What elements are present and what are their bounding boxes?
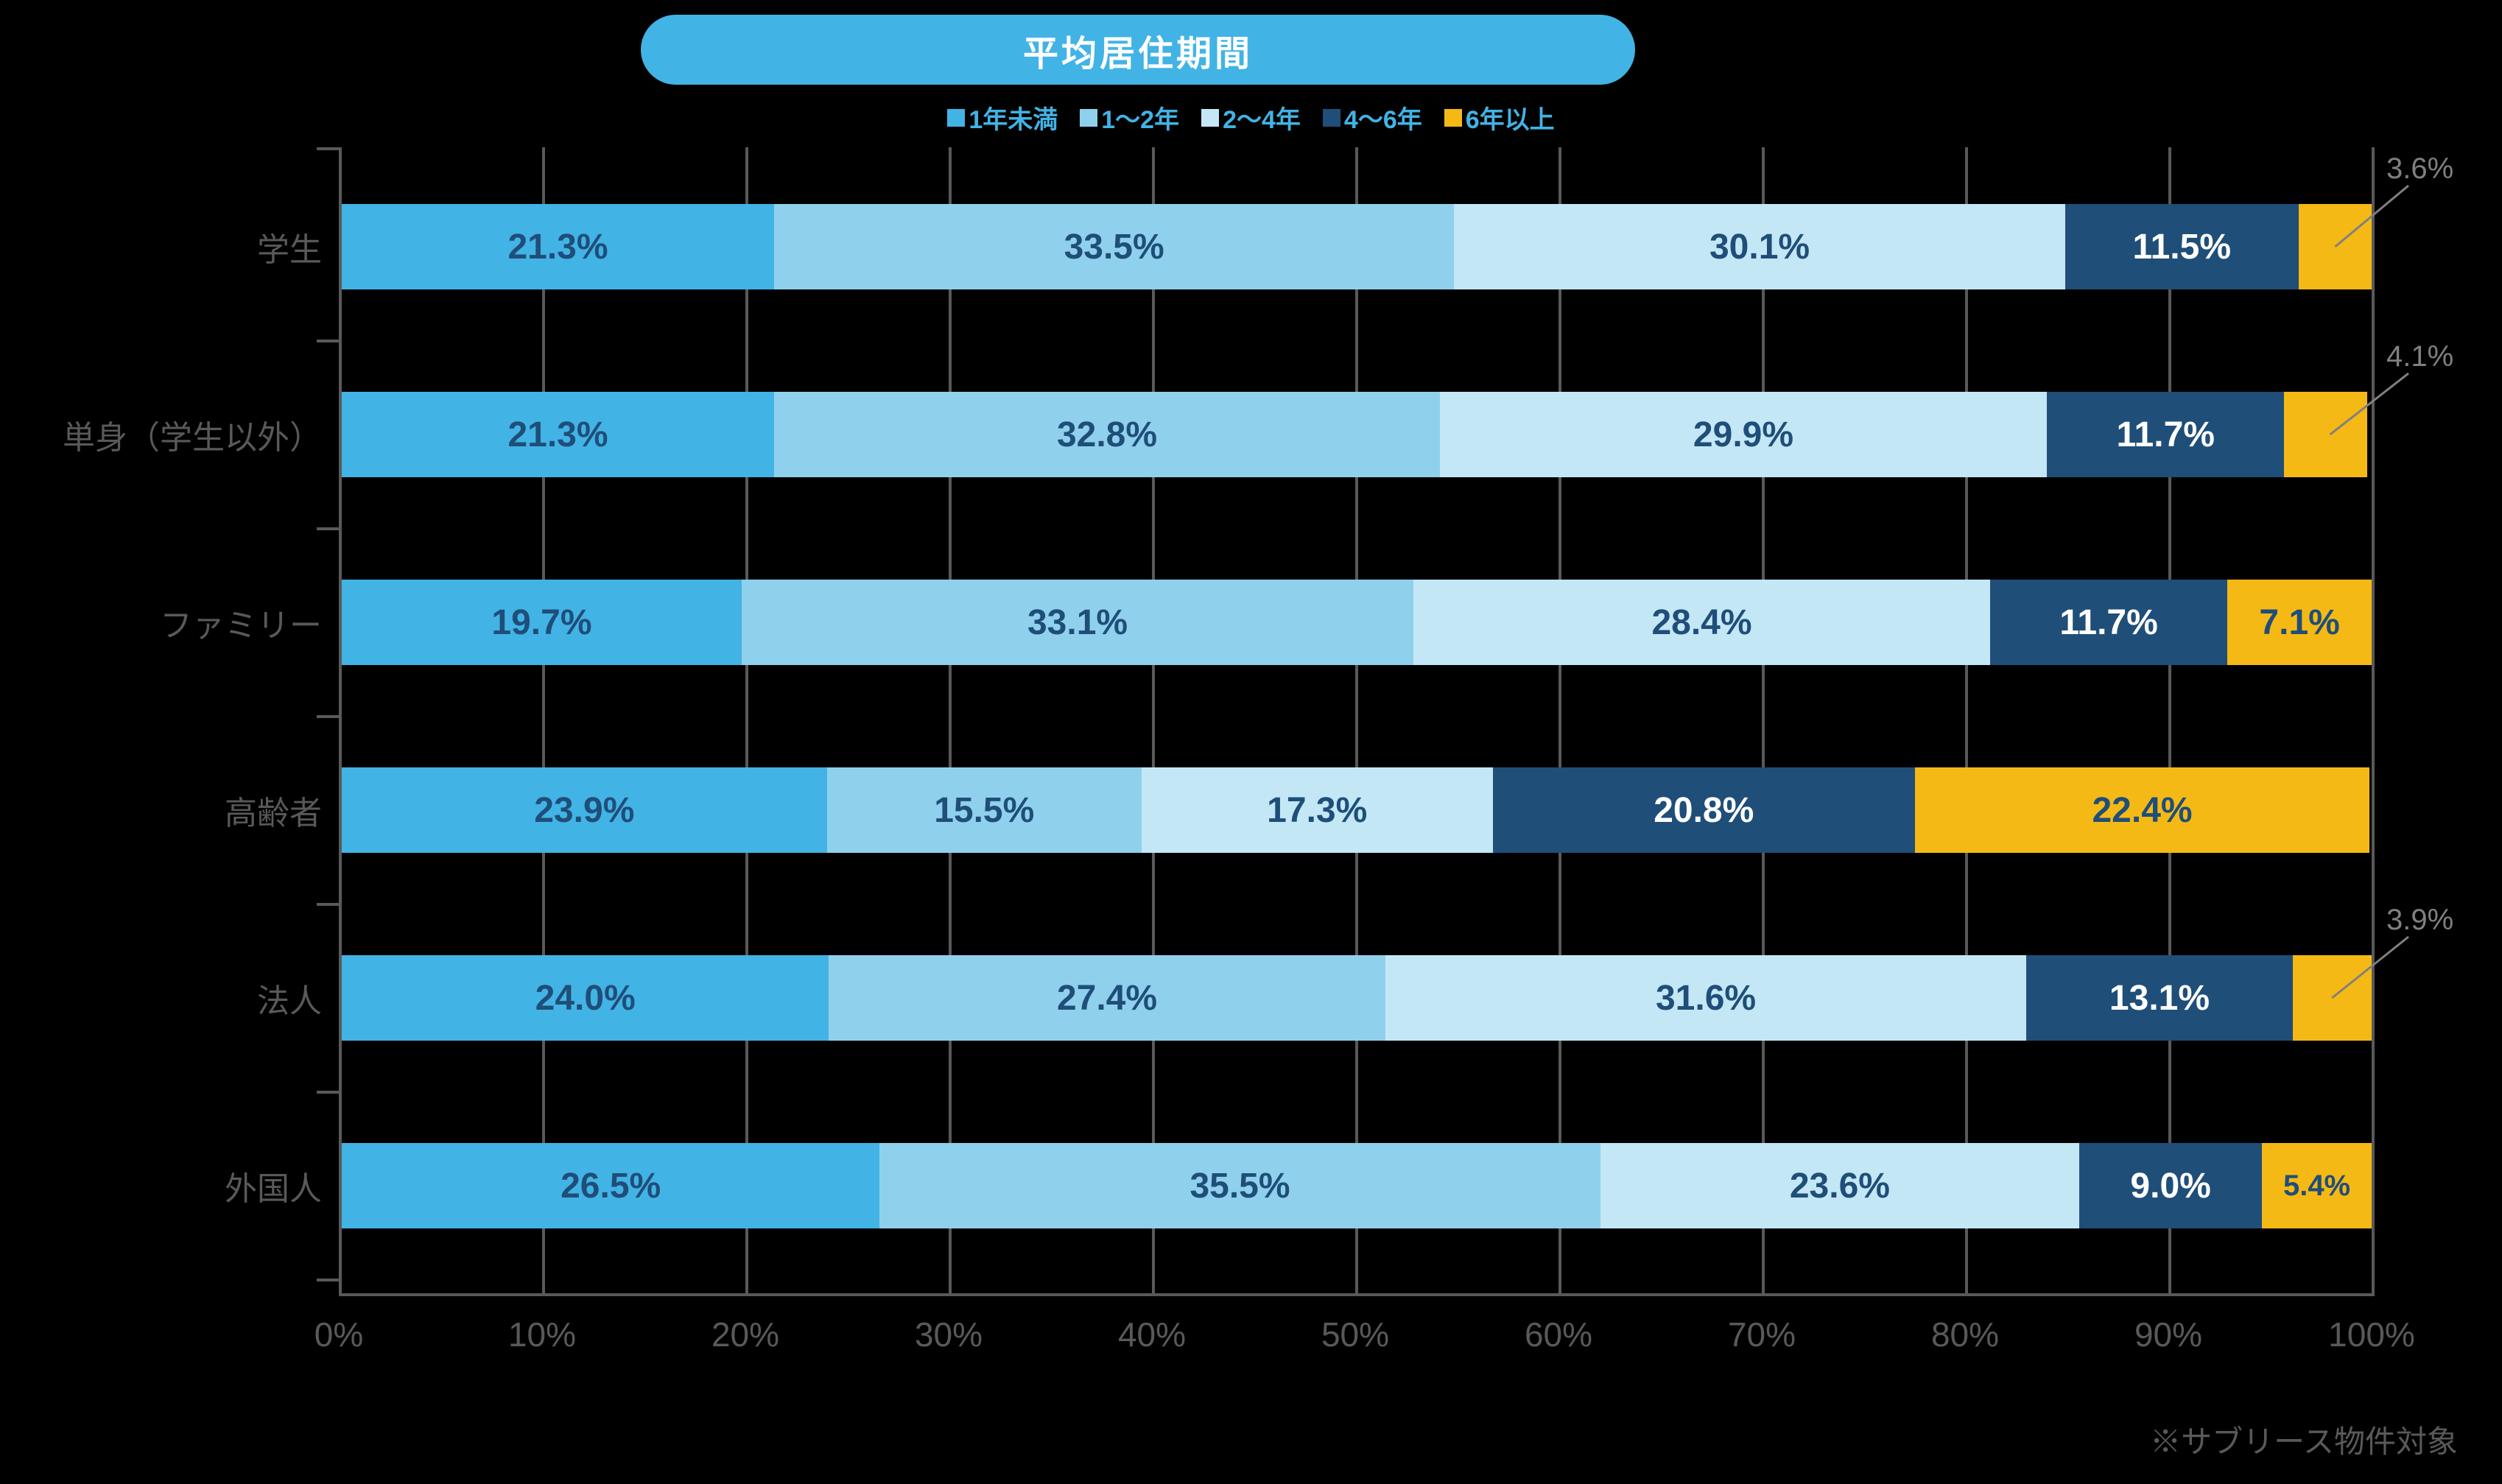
x-tick-label: 50% (1321, 1315, 1389, 1354)
bar-segment: 21.3% (342, 204, 774, 289)
bar-segment: 31.6% (1385, 955, 2027, 1041)
bar-segment: 20.8% (1493, 767, 1915, 853)
x-tick-label: 70% (1728, 1315, 1796, 1354)
category-label: ファミリー (160, 599, 322, 646)
bar-segment: 21.3% (342, 392, 774, 477)
x-tick-label: 60% (1525, 1315, 1592, 1354)
legend-item: 2～4年 (1201, 99, 1301, 136)
bar-row: 24.0%27.4%31.6%13.1% (342, 955, 2372, 1041)
y-tick (317, 527, 339, 530)
bar-row: 23.9%15.5%17.3%20.8%22.4% (342, 767, 2372, 853)
x-tick-label: 80% (1931, 1315, 1999, 1354)
chart-title-text: 平均居住期間 (1023, 24, 1253, 76)
bar-segment: 24.0% (342, 955, 829, 1041)
bar-segment: 26.5% (342, 1143, 879, 1228)
category-label: 外国人 (225, 1162, 322, 1209)
bar-segment: 9.0% (2079, 1143, 2262, 1228)
bar-segment: 33.1% (742, 580, 1413, 665)
bar-segment: 30.1% (1454, 204, 2065, 289)
x-tick-label: 0% (314, 1315, 363, 1354)
bar-segment: 23.9% (342, 767, 827, 853)
legend: 1年未満 1～2年 2～4年 4～6年 6年以上 (0, 99, 2502, 136)
x-tick-label: 40% (1118, 1315, 1186, 1354)
bar-row: 19.7%33.1%28.4%11.7%7.1% (342, 580, 2372, 665)
legend-swatch (947, 109, 965, 127)
bar-segment: 22.4% (1915, 767, 2369, 853)
bar-row: 26.5%35.5%23.6%9.0%5.4% (342, 1143, 2372, 1228)
y-tick (317, 340, 339, 342)
bar-segment: 11.7% (1990, 580, 2227, 665)
x-tick-label: 90% (2134, 1315, 2202, 1354)
legend-swatch (1323, 109, 1340, 127)
y-tick (317, 715, 339, 718)
bar-segment: 15.5% (827, 767, 1142, 853)
legend-swatch (1444, 109, 1462, 127)
bar-segment: 17.3% (1142, 767, 1493, 853)
y-tick (317, 1279, 339, 1281)
bars: 21.3%33.5%30.1%11.5%21.3%32.8%29.9%11.7%… (339, 147, 2372, 1296)
bar-segment: 11.7% (2047, 392, 2284, 477)
chart-title: 平均居住期間 (641, 15, 1635, 85)
x-tick-label: 20% (711, 1315, 779, 1354)
bar-segment: 5.4% (2262, 1143, 2372, 1228)
category-label: 単身（学生以外） (63, 411, 322, 458)
bar-row: 21.3%33.5%30.1%11.5% (342, 204, 2372, 289)
bar-segment (2293, 955, 2372, 1041)
legend-label: 1年未満 (969, 99, 1058, 136)
y-tick (317, 1091, 339, 1094)
gridline (2372, 147, 2375, 1296)
bar-segment: 13.1% (2026, 955, 2292, 1041)
x-tick-label: 100% (2328, 1315, 2415, 1354)
bar-segment: 7.1% (2227, 580, 2372, 665)
bar-segment: 29.9% (1440, 392, 2047, 477)
callout-label: 3.6% (2386, 152, 2453, 186)
legend-label: 1～2年 (1101, 99, 1179, 136)
callout-label: 3.9% (2386, 904, 2453, 937)
footnote-text: ※サブリース物件対象 (2150, 1424, 2458, 1459)
bar-segment: 35.5% (879, 1143, 1600, 1228)
legend-swatch (1080, 109, 1097, 127)
x-tick-label: 10% (508, 1315, 576, 1354)
legend-label: 4～6年 (1344, 99, 1422, 136)
y-tick (317, 903, 339, 906)
bar-segment: 27.4% (829, 955, 1385, 1041)
plot-area: 21.3%33.5%30.1%11.5%21.3%32.8%29.9%11.7%… (339, 147, 2372, 1296)
x-tick-label: 30% (915, 1315, 983, 1354)
bar-segment: 11.5% (2065, 204, 2299, 289)
bar-row: 21.3%32.8%29.9%11.7% (342, 392, 2372, 477)
legend-label: 6年以上 (1466, 99, 1555, 136)
category-label: 学生 (257, 223, 322, 270)
legend-item: 1～2年 (1080, 99, 1179, 136)
callout-label: 4.1% (2386, 340, 2453, 373)
category-label: 法人 (257, 974, 322, 1021)
y-tick (317, 147, 339, 150)
bar-segment (2299, 204, 2372, 289)
bar-segment (2284, 392, 2367, 477)
chart-container: 平均居住期間 1年未満1～2年2～4年4～6年6年以上 21.3%33.5%30… (0, 0, 2502, 1484)
bar-segment: 19.7% (342, 580, 742, 665)
bar-segment: 28.4% (1413, 580, 1990, 665)
footnote: ※サブリース物件対象 (2150, 1417, 2458, 1462)
bar-segment: 33.5% (774, 204, 1454, 289)
category-label: 高齢者 (225, 787, 322, 834)
legend-label: 2～4年 (1223, 99, 1301, 136)
legend-swatch (1201, 109, 1219, 127)
legend-item: 1年未満 (947, 99, 1058, 136)
legend-item: 4～6年 (1323, 99, 1422, 136)
bar-segment: 32.8% (774, 392, 1440, 477)
bar-segment: 23.6% (1600, 1143, 2079, 1228)
legend-item: 6年以上 (1444, 99, 1555, 136)
